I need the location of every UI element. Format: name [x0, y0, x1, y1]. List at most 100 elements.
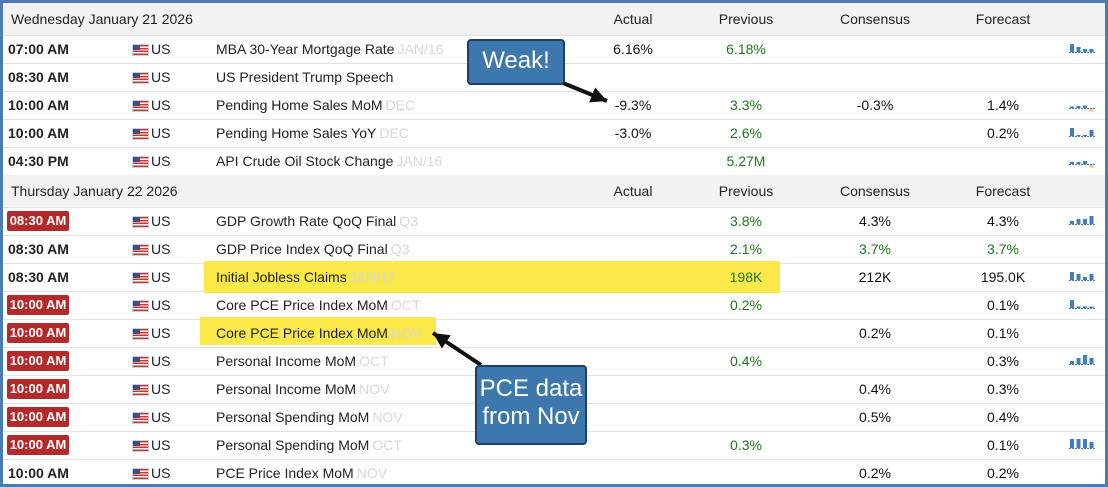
- event-name-link[interactable]: Personal Income MoM OCT: [216, 347, 389, 375]
- column-header-forecast[interactable]: Forecast: [975, 183, 1031, 199]
- event-row[interactable]: 10:00 AM US Personal Spending MoM OCT 0.3% 0.…: [3, 431, 1105, 460]
- mini-chart-bar: [1070, 128, 1074, 136]
- mini-chart-icon[interactable]: [1069, 154, 1095, 168]
- event-consensus: 3.7%: [859, 241, 891, 257]
- event-row[interactable]: 10:00 AM US PCE Price Index MoM NOV 0.2% 0.2%: [3, 459, 1105, 484]
- event-forecast: [953, 147, 1053, 175]
- event-name-link[interactable]: API Crude Oil Stock Change JAN/16: [216, 147, 442, 175]
- mini-chart-bar: [1076, 106, 1081, 108]
- event-consensus: 0.2%: [859, 325, 891, 341]
- event-reference-period: NOV: [356, 465, 388, 481]
- day-date: Thursday January 22 2026: [11, 183, 178, 199]
- mini-chart-bar: [1083, 439, 1087, 448]
- event-forecast: 195.0K: [980, 269, 1026, 285]
- event-time: 04:30 PM: [8, 153, 69, 169]
- mini-chart-icon[interactable]: [1069, 354, 1095, 368]
- event-reference-period: OCT: [390, 297, 421, 313]
- event-country: US: [151, 409, 171, 425]
- mini-chart-bar: [1083, 105, 1087, 108]
- event-name: Pending Home Sales YoY: [216, 125, 377, 141]
- event-row[interactable]: 04:30 PM US API Crude Oil Stock Change JAN/…: [3, 147, 1105, 176]
- mini-chart-bar: [1089, 358, 1094, 364]
- mini-chart-icon[interactable]: [1069, 126, 1095, 140]
- event-actual: [583, 291, 683, 319]
- mini-chart-icon[interactable]: [1069, 298, 1095, 312]
- us-flag-icon: [132, 100, 149, 112]
- event-row[interactable]: 08:30 AM US GDP Growth Rate QoQ Final Q3 3.8…: [3, 207, 1105, 236]
- event-actual: [583, 147, 683, 175]
- event-name: Personal Income MoM: [216, 353, 357, 369]
- event-reference-period: NOV: [372, 409, 403, 425]
- mini-chart-icon[interactable]: [1069, 438, 1095, 452]
- event-name-link[interactable]: Personal Income MoM NOV: [216, 375, 389, 403]
- us-flag-icon: [132, 44, 149, 56]
- event-row[interactable]: 10:00 AM US Core PCE Price Index MoM NOV 0.2…: [3, 317, 1105, 348]
- event-row[interactable]: 10:00 AM US Pending Home Sales YoY DEC -3.0%…: [3, 119, 1105, 148]
- event-row[interactable]: 10:00 AM US Pending Home Sales MoM DEC -9.3%…: [3, 91, 1105, 120]
- event-name: Personal Income MoM: [216, 381, 357, 397]
- event-consensus: 212K: [858, 269, 892, 285]
- event-time-badge: 08:30 AM: [7, 211, 69, 231]
- event-row[interactable]: 10:00 AM US Personal Income MoM NOV 0.4% 0.3%: [3, 375, 1105, 404]
- column-header-consensus[interactable]: Consensus: [839, 183, 911, 199]
- column-header-forecast[interactable]: Forecast: [975, 11, 1031, 27]
- mini-chart-bar: [1076, 162, 1081, 164]
- event-actual: 6.16%: [613, 41, 653, 57]
- column-header-actual[interactable]: Actual: [613, 11, 653, 27]
- event-row[interactable]: 08:30 AM US Initial Jobless Claims JAN/17 19…: [3, 261, 1105, 293]
- event-actual: -3.0%: [614, 125, 652, 141]
- event-time-badge: 10:00 AM: [7, 351, 69, 371]
- event-row[interactable]: 08:30 AM US GDP Price Index QoQ Final Q3 2.1…: [3, 235, 1105, 264]
- event-consensus: 4.3%: [859, 213, 891, 229]
- column-header-actual[interactable]: Actual: [613, 183, 653, 199]
- highlight-marker: [204, 261, 780, 293]
- event-time: 10:00 AM: [8, 125, 69, 141]
- column-header-consensus[interactable]: Consensus: [839, 11, 911, 27]
- event-name-link[interactable]: Core PCE Price Index MoM NOV: [216, 319, 421, 347]
- event-previous: 2.6%: [730, 125, 762, 141]
- event-name-link[interactable]: MBA 30-Year Mortgage Rate JAN/16: [216, 35, 443, 63]
- event-actual: [583, 319, 683, 347]
- column-header-previous[interactable]: Previous: [718, 183, 774, 199]
- event-row[interactable]: 10:00 AM US Personal Spending MoM NOV 0.5% 0.…: [3, 403, 1105, 432]
- event-time: 10:00 AM: [8, 97, 69, 113]
- event-name-link[interactable]: Pending Home Sales YoY DEC: [216, 119, 409, 147]
- event-name: Personal Spending MoM: [216, 437, 370, 453]
- event-name-link[interactable]: Personal Spending MoM NOV: [216, 403, 403, 431]
- event-previous: 0.4%: [730, 353, 762, 369]
- mini-chart-bar: [1089, 216, 1094, 224]
- event-name-link[interactable]: US President Trump Speech: [216, 63, 393, 91]
- event-time-badge: 10:00 AM: [7, 379, 69, 399]
- us-flag-icon: [132, 216, 149, 228]
- event-name-link[interactable]: GDP Growth Rate QoQ Final Q3: [216, 207, 418, 235]
- mini-chart-icon[interactable]: [1069, 214, 1095, 228]
- event-reference-period: Q3: [390, 241, 410, 257]
- mini-chart-bar: [1083, 277, 1087, 280]
- event-row[interactable]: 10:00 AM US Core PCE Price Index MoM OCT 0.2…: [3, 291, 1105, 320]
- mini-chart-bar: [1070, 221, 1074, 224]
- mini-chart-icon[interactable]: [1069, 42, 1095, 56]
- event-consensus: 0.2%: [859, 465, 891, 481]
- event-name-link[interactable]: Core PCE Price Index MoM OCT: [216, 291, 421, 319]
- us-flag-icon: [132, 468, 149, 480]
- column-header-previous[interactable]: Previous: [718, 11, 774, 27]
- event-forecast: 0.3%: [987, 353, 1019, 369]
- event-reference-period: OCT: [359, 353, 389, 369]
- us-flag-icon: [132, 356, 149, 368]
- event-name-link[interactable]: Pending Home Sales MoM DEC: [216, 91, 415, 119]
- event-row[interactable]: 08:30 AM US US President Trump Speech: [3, 63, 1105, 92]
- event-name: US President Trump Speech: [216, 69, 394, 85]
- event-name: API Crude Oil Stock Change: [216, 153, 394, 169]
- event-country: US: [151, 125, 171, 141]
- event-name-link[interactable]: Personal Spending MoM OCT: [216, 431, 402, 459]
- event-name-link[interactable]: PCE Price Index MoM NOV: [216, 459, 388, 484]
- event-name-link[interactable]: Initial Jobless Claims JAN/17: [216, 263, 396, 291]
- event-consensus: [825, 347, 925, 375]
- mini-chart-icon[interactable]: [1069, 270, 1095, 284]
- event-reference-period: JAN/17: [349, 269, 396, 285]
- event-consensus: [825, 291, 925, 319]
- event-name-link[interactable]: GDP Price Index QoQ Final Q3: [216, 235, 409, 263]
- mini-chart-icon[interactable]: [1069, 98, 1095, 112]
- us-flag-icon: [132, 412, 149, 424]
